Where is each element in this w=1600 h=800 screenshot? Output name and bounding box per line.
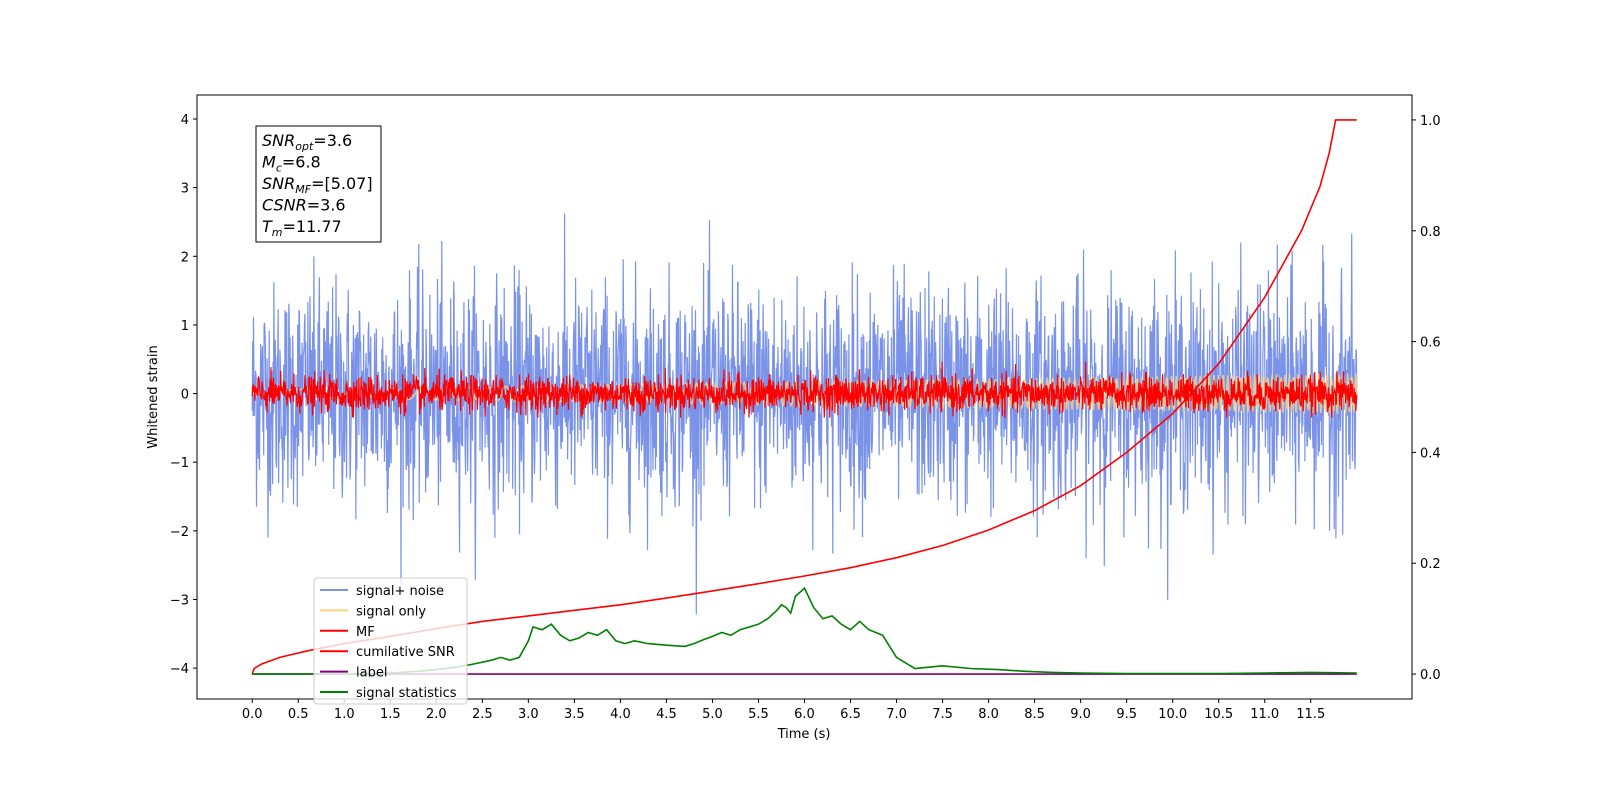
y-tick-label: 4 (181, 113, 189, 128)
x-tick-label: 4.0 (610, 707, 631, 722)
y2-tick-label: 0.8 (1420, 225, 1441, 240)
y-axis-label: Whitened strain (146, 345, 161, 448)
legend-label: signal statistics (356, 686, 457, 701)
x-axis-label: Time (s) (777, 727, 831, 742)
x-tick-label: 3.0 (518, 707, 539, 722)
x-tick-label: 6.5 (840, 707, 861, 722)
x-tick-label: 9.5 (1116, 707, 1137, 722)
y-tick-label: −3 (170, 593, 189, 608)
info-line: Mc=6.8 (262, 153, 321, 175)
x-tick-label: 2.5 (472, 707, 493, 722)
x-tick-label: 10.0 (1158, 707, 1187, 722)
y-tick-label: 3 (181, 182, 189, 197)
y2-tick-label: 0.0 (1420, 668, 1441, 683)
x-tick-label: 0.0 (242, 707, 263, 722)
y-tick-label: 2 (181, 250, 189, 265)
series-line-0 (251, 213, 1358, 615)
info-line: Tm=11.77 (262, 217, 342, 239)
y2-tick-label: 0.2 (1420, 557, 1441, 572)
y2-tick-label: 0.6 (1420, 336, 1441, 351)
y2-tick-label: 1.0 (1420, 114, 1441, 129)
x-tick-label: 9.0 (1070, 707, 1091, 722)
x-tick-label: 11.5 (1296, 707, 1325, 722)
legend-label: signal only (356, 604, 426, 619)
x-tick-label: 4.5 (656, 707, 677, 722)
y-tick-label: −2 (170, 525, 189, 540)
info-line: SNRMF=[5.07] (262, 174, 373, 196)
info-line: SNRopt=3.6 (262, 131, 352, 153)
legend: signal+ noise signal only MF cumilative SNR… (313, 577, 468, 705)
x-tick-label: 8.5 (1024, 707, 1045, 722)
y-tick-label: 1 (181, 319, 189, 334)
series-line-2 (251, 361, 1358, 418)
x-tick-label: 11.0 (1250, 707, 1279, 722)
y-axis-left: 4 3 2 1 0 −1 −2 −3 −4 (170, 113, 197, 677)
y-tick-label: −1 (170, 456, 189, 471)
x-tick-label: 1.0 (334, 707, 355, 722)
legend-frame (313, 577, 468, 705)
x-tick-label: 2.0 (426, 707, 447, 722)
y-axis-right: 1.0 0.8 0.6 0.4 0.2 0.0 (1412, 114, 1441, 683)
x-tick-label: 5.5 (748, 707, 769, 722)
x-tick-label: 7.5 (932, 707, 953, 722)
x-tick-label: 5.0 (702, 707, 723, 722)
series-line-5 (252, 586, 1357, 675)
x-tick-label: 10.5 (1204, 707, 1233, 722)
x-tick-label: 0.5 (288, 707, 309, 722)
legend-label: MF (356, 625, 375, 640)
legend-label: cumilative SNR (356, 645, 455, 660)
y-tick-label: −4 (170, 662, 189, 677)
x-axis: 0.0 0.5 1.0 1.5 2.0 2.5 3.0 3.5 4.0 4.5 5.0 5.5 6.0 6… (242, 699, 1325, 722)
x-tick-label: 3.5 (564, 707, 585, 722)
legend-label: signal+ noise (356, 584, 444, 599)
x-tick-label: 8.0 (978, 707, 999, 722)
x-tick-label: 6.0 (794, 707, 815, 722)
info-line: CSNR=3.6 (262, 196, 346, 215)
y-tick-label: 0 (181, 388, 189, 403)
x-tick-label: 1.5 (380, 707, 401, 722)
info-box-frame (255, 125, 382, 243)
legend-label: label (356, 666, 387, 681)
y2-tick-label: 0.4 (1420, 446, 1441, 461)
x-tick-label: 7.0 (886, 707, 907, 722)
